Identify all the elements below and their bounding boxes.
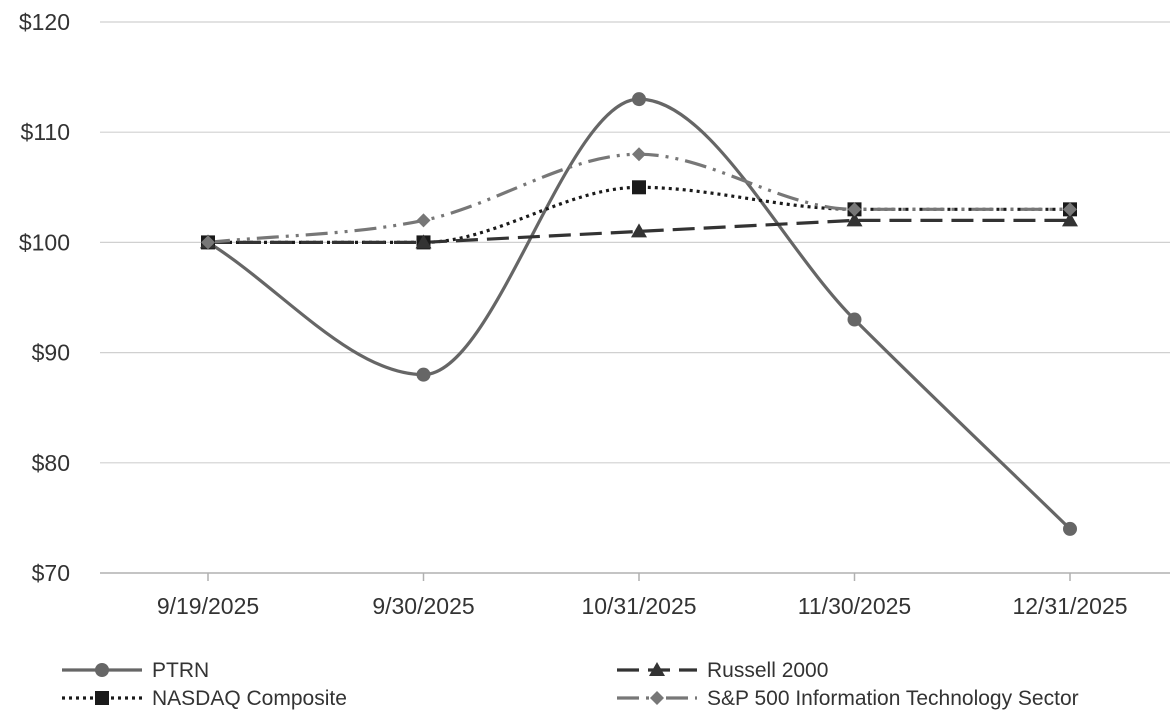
legend-item-sandp-500-information-technology-sector: S&P 500 Information Technology Sector [617,687,1079,710]
data-point-sandp-500-information-technology-sector [416,213,431,228]
y-tick-label: $100 [19,229,70,255]
x-tick-label: 11/30/2025 [798,593,911,619]
data-point-russell-2000 [1062,212,1078,227]
data-point-sandp-500-information-technology-sector [847,202,862,217]
data-point-ptrn [632,92,646,107]
y-tick-label: $80 [32,450,70,476]
y-tick-label: $70 [32,560,70,586]
legend-item-ptrn: PTRN [62,659,209,682]
y-tick-label: $110 [21,119,70,145]
x-tick-label: 12/31/2025 [1012,593,1127,619]
data-point-nasdaq-composite [632,180,646,195]
axes: 9/19/2025 9/30/2025 10/31/2025 11/30/2025 12… [100,572,1170,619]
y-tick-label: $120 [19,9,70,35]
series-line-russell-2000 [208,218,1070,244]
legend-marker-nasdaq-composite [95,691,109,705]
legend-label-russell-2000: Russell 2000 [707,659,828,682]
series-line-ptrn [207,97,1072,531]
data-point-ptrn [1063,521,1077,536]
x-tick-label: 9/19/2025 [157,593,259,619]
legend-label-sandp-500-information-technology-sector: S&P 500 Information Technology Sector [707,687,1079,710]
data-point-russell-2000 [415,234,432,249]
x-tick-label: 9/30/2025 [372,593,474,619]
data-point-ptrn [416,367,431,382]
data-point-sandp-500-information-technology-sector [201,235,215,250]
data-point-russell-2000 [631,223,647,238]
legend-label-ptrn: PTRN [152,659,209,682]
series-lines [207,97,1072,531]
legend-marker-russell-2000 [649,662,665,676]
legend-item-nasdaq-composite: NASDAQ Composite [62,687,347,710]
legend-marker-ptrn [95,663,109,677]
data-point-ptrn [847,312,862,327]
legend-item-russell-2000: Russell 2000 [617,659,828,682]
grid-lines: $70 $80 $90 $100 $110 $120 [19,9,1170,586]
data-point-sandp-500-information-technology-sector [632,147,646,162]
data-point-sandp-500-information-technology-sector [1063,202,1077,217]
legend-marker-sandp-500-information-technology-sector [650,691,664,705]
data-point-russell-2000 [846,212,863,227]
y-tick-label: $90 [32,340,70,366]
x-tick-label: 10/31/2025 [581,593,696,619]
series-markers [200,92,1078,536]
legend-label-nasdaq-composite: NASDAQ Composite [152,687,347,710]
legend: PTRN NASDAQ Composite Russell 2000 S&P 500 … [62,659,1079,710]
